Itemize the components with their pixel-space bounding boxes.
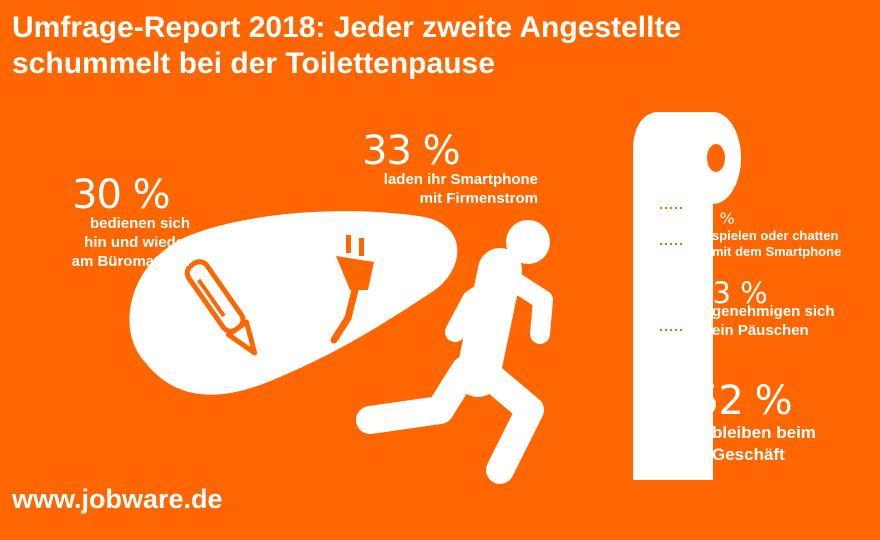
- stat-business-percent: 52 %: [694, 378, 793, 424]
- page-title: Umfrage-Report 2018: Jeder zweite Angest…: [12, 10, 812, 82]
- stat-break-percent: 33 %: [694, 276, 768, 310]
- stat-business-text: bleiben beim Geschäft: [712, 422, 816, 466]
- stat-play-chat-line-1: spielen oder chatten: [712, 228, 839, 243]
- stat-break-text: genehmigen sich ein Päuschen: [712, 302, 835, 340]
- title-line-1: Umfrage-Report 2018: Jeder zweite Angest…: [12, 11, 682, 44]
- power-plug-icon: [330, 235, 374, 344]
- stat-office-supplies-line-1: bedienen sich: [89, 215, 190, 232]
- stat-smartphone-power-text: laden ihr Smartphone mit Firmenstrom: [320, 170, 538, 208]
- stat-play-chat-line-2: mit dem Smartphone: [712, 244, 842, 259]
- stat-smartphone-power-line-2: mit Firmenstrom: [419, 190, 538, 207]
- stat-smartphone-power-line-1: laden ihr Smartphone: [383, 171, 538, 188]
- stat-play-chat-percent: 15 %: [694, 209, 735, 228]
- running-person-icon: [356, 220, 553, 484]
- stat-break-line-2: ein Päuschen: [712, 322, 809, 339]
- stat-business-line-1: bleiben beim: [712, 423, 816, 442]
- stat-break-line-1: genehmigen sich: [712, 303, 835, 320]
- stat-smartphone-power-percent: 33 %: [362, 128, 461, 174]
- thought-bubble: [129, 211, 458, 395]
- stat-business-line-2: Geschäft: [712, 445, 785, 464]
- pen-icon: [184, 259, 258, 356]
- stat-office-supplies-line-2: hin und wieder: [84, 234, 190, 251]
- toilet-paper-roll-icon: [633, 112, 741, 480]
- stat-office-supplies-line-3: am Büromaterial: [71, 253, 190, 270]
- stat-office-supplies-percent: 30 %: [72, 172, 171, 218]
- stat-office-supplies-text: bedienen sich hin und wieder am Büromate…: [30, 214, 190, 271]
- stat-play-chat-text: spielen oder chatten mit dem Smartphone: [712, 228, 841, 260]
- footer-url: www.jobware.de: [12, 484, 223, 514]
- title-line-2: schummelt bei der Toilettenpause: [12, 47, 495, 80]
